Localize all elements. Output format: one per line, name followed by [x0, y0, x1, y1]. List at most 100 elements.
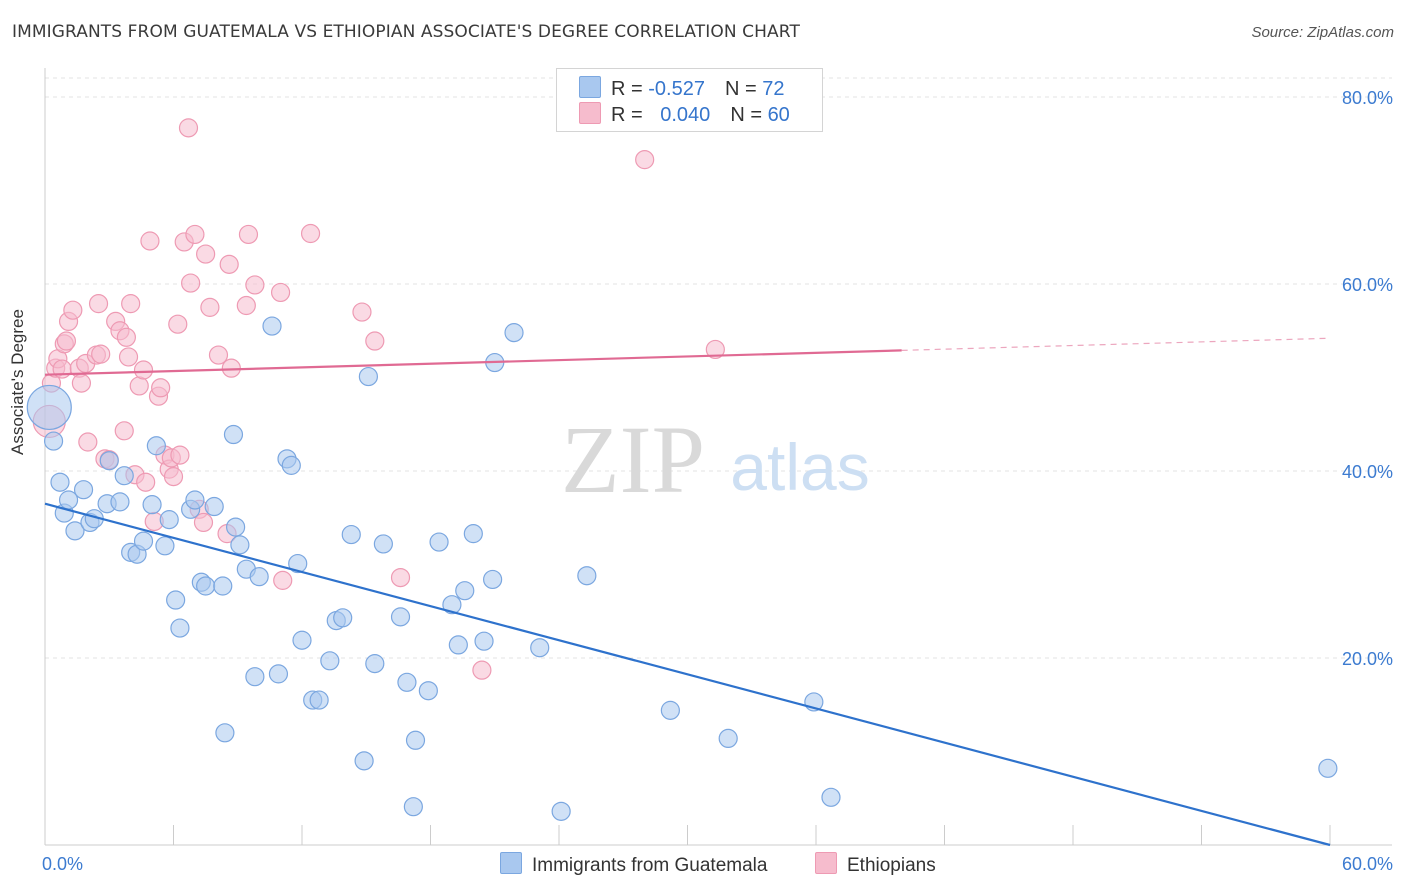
data-point [159, 510, 179, 530]
data-point [223, 424, 244, 445]
y-tick-label: 80.0% [1342, 88, 1393, 108]
data-point [136, 472, 156, 492]
stats-row-guatemala: R = -0.527 N = 72 [579, 76, 784, 102]
data-point [71, 373, 92, 393]
data-point [163, 467, 184, 487]
data-point [352, 302, 372, 322]
data-point [230, 535, 250, 555]
data-point [474, 631, 494, 651]
watermark-atlas: atlas [730, 430, 869, 504]
chart-title: IMMIGRANTS FROM GUATEMALA VS ETHIOPIAN A… [12, 22, 800, 42]
r-label: R = [611, 104, 649, 126]
data-point [78, 432, 98, 452]
ethiopians-points [32, 118, 725, 680]
data-point [1318, 758, 1338, 778]
data-point [390, 607, 411, 627]
data-point [65, 521, 85, 541]
data-point [129, 376, 149, 396]
data-point [91, 344, 111, 364]
data-point [200, 297, 220, 317]
pink-swatch [815, 852, 837, 874]
data-point [178, 118, 199, 138]
data-point [118, 347, 139, 367]
data-point [193, 512, 214, 533]
data-point [56, 331, 77, 351]
legend-item-guatemala[interactable]: Immigrants from Guatemala [500, 852, 767, 877]
data-point [146, 436, 166, 456]
data-point [472, 660, 492, 680]
data-point [333, 608, 353, 628]
n-value: 60 [767, 104, 790, 126]
legend-label: Immigrants from Guatemala [532, 855, 768, 876]
n-label: N = [724, 78, 763, 100]
data-point [110, 492, 130, 512]
data-point [530, 638, 550, 658]
data-point [397, 672, 417, 692]
data-point [73, 480, 94, 500]
data-point [418, 681, 438, 701]
data-point [405, 730, 426, 750]
data-point [309, 690, 329, 710]
data-point [219, 254, 239, 274]
watermark: ZIP atlas [561, 406, 870, 513]
data-point [551, 801, 571, 821]
data-point [185, 224, 205, 245]
data-point [403, 797, 423, 817]
data-point [226, 517, 246, 537]
data-point [99, 451, 119, 471]
data-point [821, 787, 841, 807]
data-point [455, 581, 475, 601]
data-point [155, 536, 175, 556]
tick-labels: 20.0% 40.0% 60.0% 80.0% 0.0% 60.0% [42, 88, 1393, 874]
data-point [50, 472, 70, 492]
data-point [448, 635, 468, 655]
data-point [300, 223, 321, 244]
legend-label: Ethiopians [847, 855, 936, 876]
data-point [442, 595, 462, 615]
data-point [358, 366, 378, 387]
x-tick-label: 0.0% [42, 854, 83, 874]
data-point [168, 314, 188, 334]
data-point [170, 618, 190, 638]
data-point [236, 295, 256, 316]
data-point [142, 495, 162, 515]
watermark-zip: ZIP [561, 406, 705, 513]
guatemala-points [26, 316, 1338, 821]
data-point [390, 567, 411, 588]
source-credit: Source: ZipAtlas.com [1251, 24, 1394, 41]
data-point [268, 664, 289, 684]
data-point [170, 445, 190, 465]
data-point [63, 300, 83, 320]
data-point [196, 576, 216, 596]
r-label: R = [611, 78, 649, 100]
axes [44, 68, 1392, 846]
pink-swatch [579, 102, 601, 124]
data-point [185, 490, 205, 510]
r-value: 0.040 [660, 104, 711, 126]
data-point [151, 378, 171, 398]
trend-line-ethiopians [44, 349, 902, 376]
y-tick-label: 20.0% [1342, 649, 1393, 669]
data-point [249, 567, 269, 587]
data-point [463, 524, 483, 544]
trend-line-guatemala [44, 502, 1331, 847]
blue-swatch [500, 852, 522, 874]
data-point [121, 294, 141, 314]
data-point [181, 273, 201, 293]
data-point [208, 345, 229, 365]
x-tick-label: 60.0% [1342, 854, 1393, 874]
data-point [288, 553, 308, 574]
data-point [140, 231, 160, 251]
data-point [238, 224, 259, 245]
legend-item-ethiopians[interactable]: Ethiopians [815, 852, 936, 877]
data-point [273, 570, 293, 590]
data-point [718, 728, 738, 749]
data-point [292, 630, 312, 650]
data-point [133, 531, 154, 551]
data-point [483, 569, 503, 590]
data-point [215, 723, 235, 743]
series-legend: Immigrants from Guatemala Ethiopians [0, 852, 1406, 878]
data-point [577, 566, 597, 586]
y-tick-label: 60.0% [1342, 275, 1393, 295]
